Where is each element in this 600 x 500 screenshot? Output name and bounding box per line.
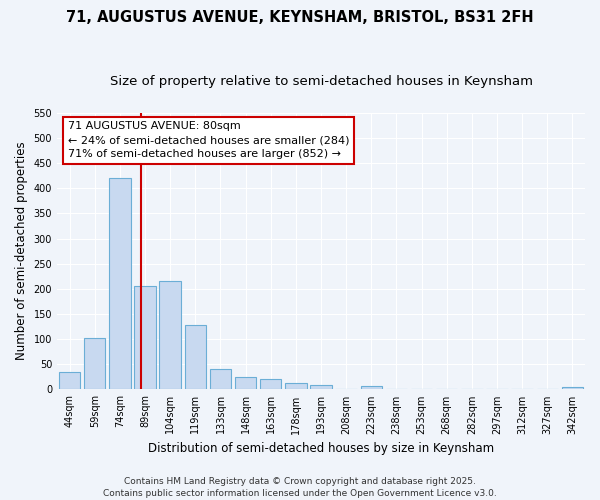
Bar bbox=[361, 386, 382, 390]
Text: 71 AUGUSTUS AVENUE: 80sqm
← 24% of semi-detached houses are smaller (284)
71% of: 71 AUGUSTUS AVENUE: 80sqm ← 24% of semi-… bbox=[68, 121, 349, 159]
Text: 71, AUGUSTUS AVENUE, KEYNSHAM, BRISTOL, BS31 2FH: 71, AUGUSTUS AVENUE, KEYNSHAM, BRISTOL, … bbox=[66, 10, 534, 25]
Bar bbox=[84, 338, 106, 390]
Bar bbox=[562, 388, 583, 390]
Bar bbox=[185, 325, 206, 390]
X-axis label: Distribution of semi-detached houses by size in Keynsham: Distribution of semi-detached houses by … bbox=[148, 442, 494, 455]
Bar bbox=[59, 372, 80, 390]
Bar bbox=[310, 386, 332, 390]
Title: Size of property relative to semi-detached houses in Keynsham: Size of property relative to semi-detach… bbox=[110, 75, 533, 88]
Bar bbox=[260, 380, 281, 390]
Bar bbox=[134, 286, 156, 390]
Bar bbox=[285, 384, 307, 390]
Text: Contains HM Land Registry data © Crown copyright and database right 2025.
Contai: Contains HM Land Registry data © Crown c… bbox=[103, 476, 497, 498]
Y-axis label: Number of semi-detached properties: Number of semi-detached properties bbox=[15, 142, 28, 360]
Bar bbox=[210, 370, 231, 390]
Bar bbox=[235, 377, 256, 390]
Bar bbox=[109, 178, 131, 390]
Bar bbox=[160, 282, 181, 390]
